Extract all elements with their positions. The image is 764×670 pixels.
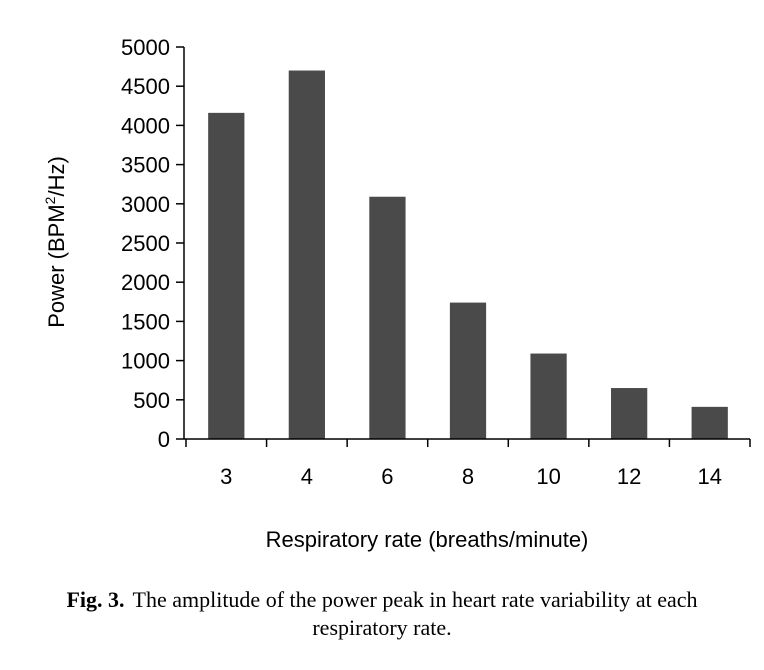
y-tick-label-0: 0	[158, 427, 170, 452]
x-axis-title: Respiratory rate (breaths/minute)	[266, 527, 589, 552]
y-tick-label-2000: 2000	[121, 270, 170, 295]
chart-svg: 0 500 1000 1500 2000 2500 3000 3500 4000 4500 5000…	[42, 35, 751, 552]
figure-label: Fig. 3.	[66, 587, 125, 612]
y-tick-label-1500: 1500	[121, 309, 170, 334]
chart: 0 500 1000 1500 2000 2500 3000 3500 4000 4500 5000…	[42, 35, 751, 552]
y-tick-label-500: 500	[133, 388, 170, 413]
y-tick-label-5000: 5000	[121, 35, 170, 60]
axes-group: 0 500 1000 1500 2000 2500 3000 3500 4000 4500 5000…	[121, 35, 751, 489]
y-tick-label-1000: 1000	[121, 349, 170, 374]
x-tick-label-12: 12	[617, 464, 641, 489]
x-tick-label-10: 10	[536, 464, 560, 489]
y-tick-label-3500: 3500	[121, 153, 170, 178]
bar-6	[369, 196, 406, 439]
y-axis-title-main: Power (BPM	[44, 204, 69, 327]
figure-caption: Fig. 3. The amplitude of the power peak i…	[20, 586, 744, 642]
bar-14	[691, 406, 728, 439]
y-tick-label-4000: 4000	[121, 113, 170, 138]
x-tick-label-3: 3	[220, 464, 232, 489]
bar-12	[611, 388, 648, 439]
y-tick-label-4500: 4500	[121, 74, 170, 99]
x-tick-label-8: 8	[462, 464, 474, 489]
bar-10	[530, 353, 567, 439]
caption-text: The amplitude of the power peak in heart…	[132, 587, 698, 640]
y-axis-title: Power (BPM2/Hz)	[42, 156, 69, 328]
bar-4	[288, 70, 325, 440]
bar-3	[208, 112, 245, 439]
y-tick-label-3000: 3000	[121, 192, 170, 217]
y-tick-label-2500: 2500	[121, 231, 170, 256]
x-tick-label-6: 6	[381, 464, 393, 489]
bars-group	[208, 70, 728, 440]
bar-8	[449, 302, 487, 439]
x-tick-label-4: 4	[301, 464, 313, 489]
x-tick-label-14: 14	[697, 464, 721, 489]
y-axis-title-tail: /Hz)	[44, 156, 69, 196]
y-axis-title-superscript: 2	[42, 196, 58, 204]
